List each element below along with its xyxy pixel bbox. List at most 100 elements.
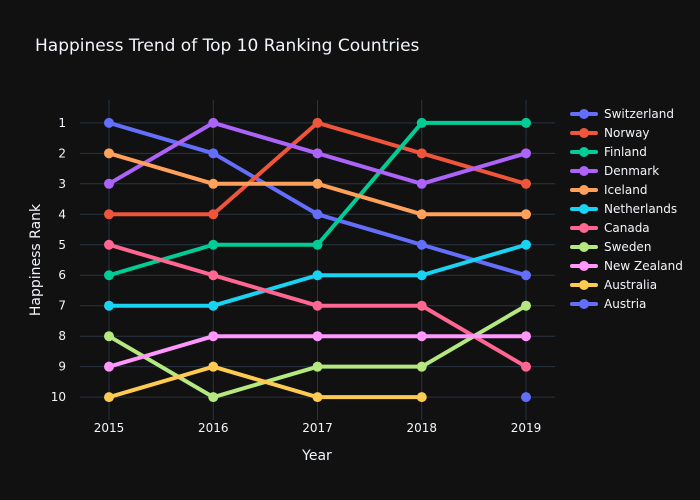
legend-label: Denmark (604, 164, 659, 178)
data-point (416, 209, 427, 220)
y-tick-label: 3 (58, 177, 66, 191)
legend-marker (579, 147, 589, 157)
series-denmark (104, 117, 531, 189)
data-point (312, 361, 323, 372)
data-point (312, 148, 323, 159)
data-point (521, 361, 531, 372)
data-point (416, 270, 427, 281)
legend[interactable]: Switzerland Norway Finland Denmark Iceland Ne… (570, 107, 683, 311)
data-point (521, 392, 531, 403)
x-tick-label: 2017 (302, 421, 333, 435)
data-point (208, 239, 219, 250)
legend-marker (579, 223, 589, 233)
legend-marker (579, 299, 589, 309)
legend-item[interactable]: Finland (570, 145, 647, 159)
y-tick-label: 10 (51, 390, 66, 404)
data-point (416, 148, 427, 159)
data-point (208, 148, 219, 159)
data-point (104, 270, 114, 281)
data-point (521, 148, 531, 159)
legend-item[interactable]: New Zealand (570, 259, 683, 273)
x-tick-label: 2018 (406, 421, 437, 435)
x-tick-label: 2019 (511, 421, 542, 435)
legend-marker (579, 261, 589, 271)
data-point (416, 361, 427, 372)
data-point (208, 361, 219, 372)
data-point (416, 331, 427, 342)
legend-label: Iceland (604, 183, 647, 197)
legend-item[interactable]: Australia (570, 278, 657, 292)
chart-title: Happiness Trend of Top 10 Ranking Countr… (35, 36, 420, 56)
legend-item[interactable]: Sweden (570, 240, 651, 254)
y-tick-label: 5 (58, 238, 66, 252)
data-point (104, 117, 114, 128)
data-point (312, 270, 323, 281)
y-axis-title: Happiness Rank (28, 203, 44, 316)
series-austria (521, 392, 531, 403)
data-point (521, 209, 531, 220)
legend-marker (579, 280, 589, 290)
data-point (521, 239, 531, 250)
legend-label: Switzerland (604, 107, 674, 121)
legend-label: Netherlands (604, 202, 677, 216)
legend-label: New Zealand (604, 259, 683, 273)
series-line (107, 364, 424, 400)
data-point (208, 209, 219, 220)
y-tick-label: 2 (58, 146, 66, 160)
data-point (416, 239, 427, 250)
legend-item[interactable]: Canada (570, 221, 650, 235)
legend-marker (579, 242, 589, 252)
series-iceland (104, 148, 531, 220)
x-tick-label: 2015 (94, 421, 125, 435)
legend-label: Norway (604, 126, 650, 140)
data-point (104, 239, 114, 250)
data-point (208, 300, 219, 311)
data-point (416, 392, 427, 403)
data-point (416, 178, 427, 189)
legend-marker (579, 185, 589, 195)
data-point (521, 331, 531, 342)
data-point (416, 117, 427, 128)
data-point (104, 300, 114, 311)
y-tick-label: 4 (58, 207, 66, 221)
legend-label: Sweden (604, 240, 651, 254)
data-point (521, 300, 531, 311)
data-point (312, 178, 323, 189)
legend-item[interactable]: Switzerland (570, 107, 674, 121)
data-point (416, 300, 427, 311)
legend-item[interactable]: Iceland (570, 183, 647, 197)
legend-label: Australia (604, 278, 657, 292)
data-point (208, 331, 219, 342)
data-point (104, 178, 114, 189)
legend-marker (579, 204, 589, 214)
x-tick-labels: 2015 2016 2017 2018 2019 (94, 421, 542, 435)
data-point (312, 209, 323, 220)
legend-marker (579, 109, 589, 119)
y-tick-label: 1 (58, 116, 66, 130)
y-tick-label: 7 (58, 299, 66, 313)
series-layer (104, 117, 531, 403)
legend-item[interactable]: Norway (570, 126, 650, 140)
y-tick-labels: 1 2 3 4 5 6 7 8 9 10 (51, 116, 66, 404)
data-point (521, 270, 531, 281)
y-tick-label: 8 (58, 329, 66, 343)
data-point (104, 331, 114, 342)
data-point (208, 392, 219, 403)
data-point (104, 148, 114, 159)
data-point (104, 361, 114, 372)
legend-item[interactable]: Netherlands (570, 202, 677, 216)
series-australia (104, 361, 427, 403)
legend-marker (579, 166, 589, 176)
legend-item[interactable]: Denmark (570, 164, 659, 178)
data-point (312, 117, 323, 128)
data-point (104, 209, 114, 220)
legend-label: Austria (604, 297, 646, 311)
y-tick-label: 6 (58, 268, 66, 282)
y-tick-label: 9 (58, 360, 66, 374)
legend-label: Finland (604, 145, 647, 159)
legend-item[interactable]: Austria (570, 297, 646, 311)
data-point (104, 392, 114, 403)
data-point (521, 117, 531, 128)
